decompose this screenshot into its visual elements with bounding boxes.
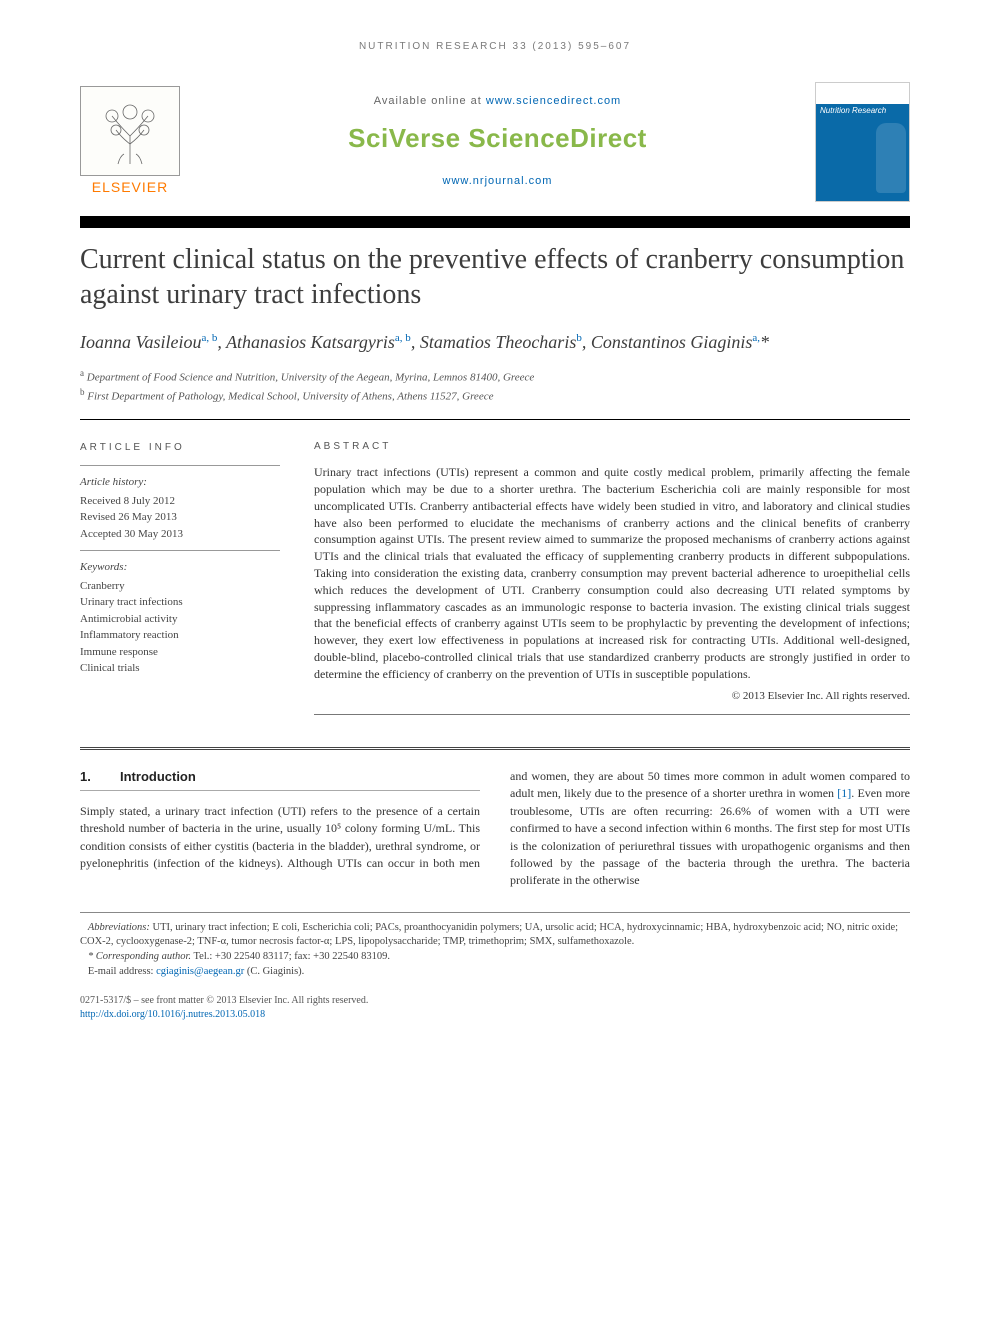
keyword: Inflammatory reaction <box>80 627 280 644</box>
body-two-column: 1.Introduction Simply stated, a urinary … <box>80 768 910 890</box>
keyword: Clinical trials <box>80 660 280 677</box>
info-abstract-row: ARTICLE INFO Article history: Received 8… <box>80 440 910 723</box>
corresponding-text: Tel.: +30 22540 83117; fax: +30 22540 83… <box>191 951 390 962</box>
available-online: Available online at www.sciencedirect.co… <box>200 94 795 109</box>
section-heading: 1.Introduction <box>80 768 480 791</box>
abbreviations-label: Abbreviations: <box>88 922 150 933</box>
doi-link[interactable]: http://dx.doi.org/10.1016/j.nutres.2013.… <box>80 1009 265 1020</box>
author-list: Ioanna Vasileioua, b, Athanasios Katsarg… <box>80 330 910 355</box>
journal-cover-title: Nutrition Research <box>820 105 905 116</box>
affiliation-a-text: Department of Food Science and Nutrition… <box>87 372 535 384</box>
section-title: Introduction <box>120 769 196 784</box>
running-head: NUTRITION RESEARCH 33 (2013) 595–607 <box>80 40 910 54</box>
footer-meta: 0271-5317/$ – see front matter © 2013 El… <box>80 994 910 1022</box>
journal-home: www.nrjournal.com <box>200 174 795 189</box>
article-title: Current clinical status on the preventiv… <box>80 242 910 312</box>
abstract-heading: ABSTRACT <box>314 440 910 454</box>
keyword: Cranberry <box>80 578 280 595</box>
corresponding-line: * Corresponding author. Tel.: +30 22540 … <box>80 950 910 965</box>
abbreviations-text: UTI, urinary tract infection; E coli, Es… <box>80 922 898 948</box>
history-revised: Revised 26 May 2013 <box>80 509 280 526</box>
article-info-column: ARTICLE INFO Article history: Received 8… <box>80 440 280 723</box>
info-rule <box>80 550 280 551</box>
journal-cover-thumbnail: Nutrition Research <box>815 82 910 202</box>
rule <box>80 419 910 420</box>
affiliation-b-text: First Department of Pathology, Medical S… <box>87 391 493 403</box>
email-label: E-mail address: <box>88 966 156 977</box>
keywords-label: Keywords: <box>80 559 280 576</box>
footnotes: Abbreviations: UTI, urinary tract infect… <box>80 912 910 980</box>
journal-cover-figure <box>876 123 906 193</box>
history-accepted: Accepted 30 May 2013 <box>80 526 280 543</box>
abstract-copyright: © 2013 Elsevier Inc. All rights reserved… <box>314 689 910 704</box>
keyword: Immune response <box>80 644 280 661</box>
article-info-heading: ARTICLE INFO <box>80 440 280 455</box>
intro-col2-post: . Even more troublesome, UTIs are often … <box>510 786 910 887</box>
email-suffix: (C. Giaginis). <box>244 966 304 977</box>
sciencedirect-link[interactable]: www.sciencedirect.com <box>486 95 621 107</box>
keyword: Antimicrobial activity <box>80 611 280 628</box>
abbreviations-line: Abbreviations: UTI, urinary tract infect… <box>80 921 910 950</box>
section-number: 1. <box>80 768 120 787</box>
history-received: Received 8 July 2012 <box>80 493 280 510</box>
abstract-column: ABSTRACT Urinary tract infections (UTIs)… <box>314 440 910 723</box>
affiliation-b: b First Department of Pathology, Medical… <box>80 386 910 405</box>
email-line: E-mail address: cgiaginis@aegean.gr (C. … <box>80 965 910 980</box>
reference-link-1[interactable]: [1] <box>837 786 851 800</box>
abstract-bottom-rule <box>314 714 910 715</box>
black-divider-bar <box>80 216 910 228</box>
masthead-center: Available online at www.sciencedirect.co… <box>200 94 795 189</box>
publisher-logo: ELSEVIER <box>80 86 180 198</box>
elsevier-tree-icon <box>80 86 180 176</box>
keyword: Urinary tract infections <box>80 594 280 611</box>
abstract-text: Urinary tract infections (UTIs) represen… <box>314 464 910 682</box>
affiliations: a Department of Food Science and Nutriti… <box>80 367 910 405</box>
info-rule <box>80 465 280 466</box>
corresponding-label: * Corresponding author. <box>88 951 191 962</box>
platform-brand: SciVerse ScienceDirect <box>200 120 795 156</box>
section-divider <box>80 747 910 750</box>
issn-line: 0271-5317/$ – see front matter © 2013 El… <box>80 994 910 1008</box>
masthead: ELSEVIER Available online at www.science… <box>80 82 910 212</box>
affiliation-a: a Department of Food Science and Nutriti… <box>80 367 910 386</box>
corresponding-email-link[interactable]: cgiaginis@aegean.gr <box>156 966 244 977</box>
history-label: Article history: <box>80 474 280 491</box>
available-online-prefix: Available online at <box>374 95 486 107</box>
publisher-name: ELSEVIER <box>80 178 180 198</box>
journal-home-link[interactable]: www.nrjournal.com <box>443 175 553 187</box>
